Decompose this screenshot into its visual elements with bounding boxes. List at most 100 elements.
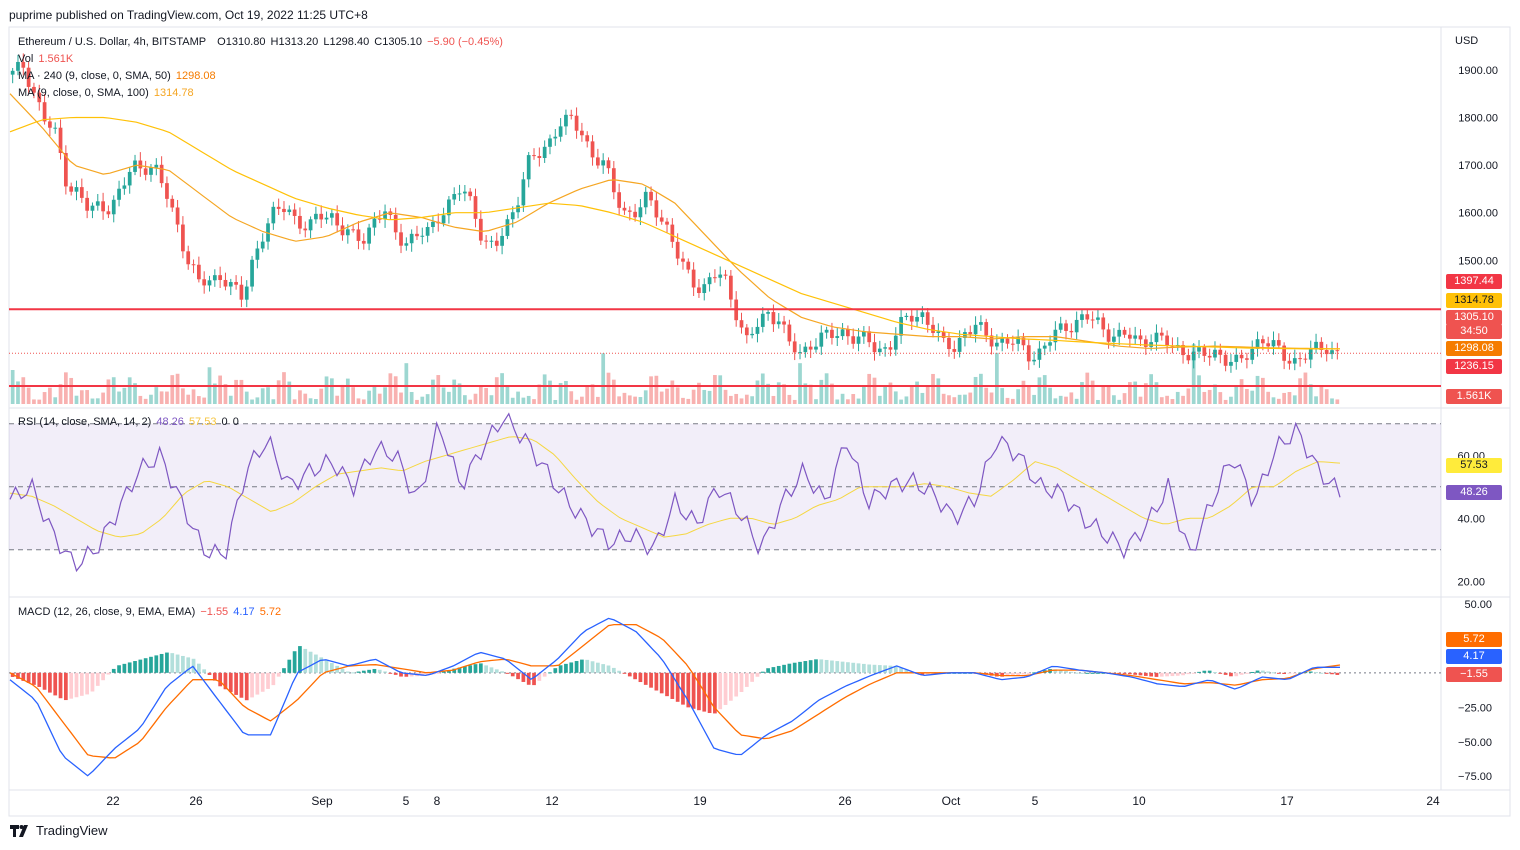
- volume-bar: [734, 393, 739, 404]
- volume-bar: [771, 395, 776, 404]
- volume-bar: [361, 399, 366, 404]
- candle-body: [564, 114, 568, 127]
- volume-bar: [159, 391, 164, 404]
- candle-body: [143, 168, 148, 175]
- macd-histogram-bar: [798, 661, 802, 673]
- volume-bar: [755, 380, 760, 404]
- candle-body: [1165, 335, 1169, 346]
- volume-bar: [1223, 399, 1228, 404]
- volume-bar: [1122, 393, 1127, 404]
- macd-tick-label: −50.00: [1458, 737, 1492, 749]
- volume-bar: [952, 397, 957, 404]
- macd-histogram-bar: [345, 671, 350, 673]
- volume-bar: [143, 398, 148, 404]
- volume-bar: [186, 394, 191, 404]
- macd-histogram-bar: [920, 672, 925, 676]
- candle-body: [292, 209, 297, 216]
- volume-bar: [627, 395, 632, 404]
- candle-body: [654, 200, 659, 218]
- volume-bar: [723, 389, 728, 404]
- macd-histogram-bar: [16, 672, 20, 679]
- macd-histogram-bar: [186, 657, 191, 673]
- macd-histogram-bar: [665, 672, 669, 697]
- candle-body: [42, 102, 47, 122]
- volume-bar: [814, 399, 818, 404]
- volume-bar: [372, 385, 377, 404]
- rsi-legend[interactable]: RSI (14, close, SMA, 14, 2) 48.26 57.53 …: [18, 416, 241, 428]
- macd-histogram-bar: [564, 663, 568, 673]
- volume-bar: [909, 385, 914, 404]
- candle-body: [212, 275, 217, 281]
- volume-legend[interactable]: Vol 1.561K: [18, 53, 75, 65]
- time-tick-label: 26: [838, 794, 852, 808]
- ma50-legend[interactable]: MA · 240 (9, close, 0, SMA, 50) 1298.08: [18, 70, 218, 82]
- volume-bar: [63, 372, 68, 404]
- macd-histogram-bar: [117, 665, 121, 673]
- candle-body: [1319, 341, 1324, 351]
- volume-bar: [665, 388, 669, 404]
- macd-histogram-bar: [585, 659, 590, 673]
- macd-histogram-bar: [329, 663, 334, 673]
- volume-bar: [431, 379, 435, 404]
- candle-body: [1159, 332, 1164, 336]
- candle-body: [697, 287, 701, 294]
- candle-body: [1117, 329, 1122, 337]
- macd-histogram-bar: [457, 667, 462, 673]
- volume-bar: [638, 397, 643, 404]
- volume-bar: [1308, 384, 1313, 404]
- volume-bar: [1053, 398, 1058, 404]
- candle-body: [329, 213, 334, 218]
- candle-body: [1101, 317, 1106, 330]
- ma100-legend[interactable]: MA (9, close, 0, SMA, 100) 1314.78: [18, 87, 196, 99]
- price-pane[interactable]: [9, 53, 1441, 404]
- volume-bar: [462, 395, 467, 404]
- macd-histogram-bar: [212, 672, 217, 681]
- candle-body: [399, 232, 403, 246]
- candle-body: [941, 331, 946, 338]
- volume-bar: [1090, 380, 1095, 404]
- macd-histogram-bar: [787, 663, 792, 673]
- macd-histogram-bar: [808, 660, 813, 673]
- volume-bar: [111, 377, 116, 404]
- ma50-line: [9, 93, 1341, 350]
- volume-bar: [564, 380, 568, 404]
- macd-pane[interactable]: [9, 617, 1441, 777]
- candle-body: [260, 241, 265, 249]
- candle-body: [1181, 344, 1185, 356]
- macd-legend[interactable]: MACD (12, 26, close, 9, EMA, EMA) −1.55 …: [18, 606, 283, 618]
- volume-bar: [383, 387, 387, 404]
- macd-histogram-bar: [181, 655, 185, 673]
- volume-bar: [345, 378, 350, 404]
- volume-bar: [947, 395, 951, 404]
- volume-bar: [1239, 379, 1244, 404]
- symbol-title[interactable]: Ethereum / U.S. Dollar, 4h, BITSTAMP: [18, 36, 207, 48]
- candle-body: [489, 240, 494, 242]
- volume-bar: [760, 373, 765, 404]
- candle-body: [441, 215, 446, 224]
- macd-histogram-bar: [255, 672, 260, 695]
- candle-body: [462, 191, 467, 194]
- macd-histogram-bar: [1010, 672, 1015, 676]
- macd-histogram-bar: [728, 672, 733, 701]
- macd-histogram-bar: [133, 661, 137, 673]
- rsi-pane[interactable]: [9, 412, 1441, 573]
- volume-bar: [1032, 394, 1036, 404]
- volume-bar: [117, 391, 121, 404]
- volume-bar: [234, 379, 238, 404]
- tradingview-logo[interactable]: TradingView: [10, 823, 108, 838]
- candle-body: [1218, 349, 1223, 355]
- candle-body: [21, 61, 26, 68]
- candle-body: [1271, 340, 1276, 347]
- rsi-tick-label: 40.00: [1457, 513, 1485, 525]
- candle-body: [558, 126, 563, 137]
- macd-histogram-bar: [835, 661, 840, 673]
- macd-histogram-bar: [228, 672, 233, 693]
- macd-histogram-bar: [138, 659, 143, 673]
- ma50-label: MA · 240 (9, close, 0, SMA, 50): [18, 70, 171, 82]
- volume-bar: [308, 398, 313, 404]
- candle-body: [670, 224, 675, 242]
- macd-histogram-bar: [1186, 672, 1191, 675]
- volume-bar: [478, 385, 483, 404]
- macd-histogram-bar: [1032, 672, 1036, 674]
